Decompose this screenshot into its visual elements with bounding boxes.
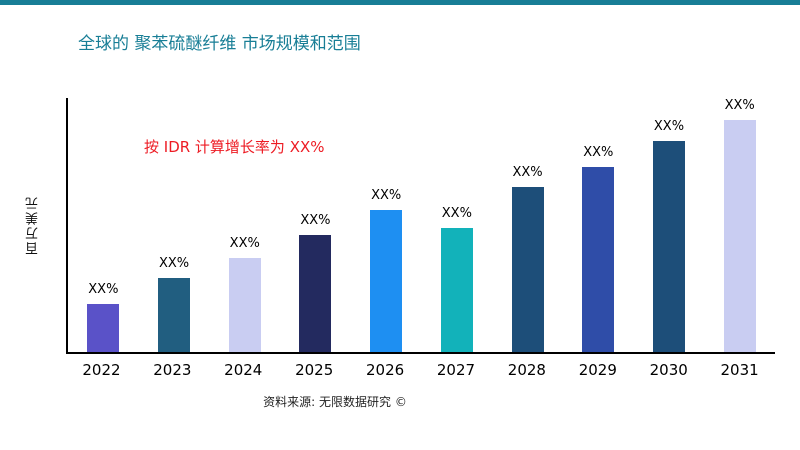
bar-column-2024: XX% [209,98,280,352]
x-tick-label-2031: 2031 [720,361,759,379]
x-tick-label-2027: 2027 [436,361,476,379]
bar-2026 [370,209,403,352]
growth-annotation: 按 IDR 计算增长率为 XX% [144,138,325,156]
bar-2029 [582,166,615,352]
bar-value-label: XX% [724,98,755,113]
bar-column-2022: XX% [68,98,139,352]
source-caption: 资料来源: 无限数据研究 © [263,395,407,409]
x-axis-ticks: 2022 2023 2024 2025 2026 2027 2028 2029 2030 2031 [66,354,775,379]
bar-value-label: XX% [371,187,402,203]
bar-value-label: XX% [653,119,685,135]
chart-region: 百万美元 按 IDR 计算增长率为 XX% XX% XX% XX% XX% XX% XX%… [0,98,800,379]
x-tick-label-2028: 2028 [507,361,546,379]
bar-value-label: XX% [441,205,472,221]
bar-column-2027: XX% [422,98,493,352]
bar-2028 [511,186,544,352]
x-tick-label-2022: 2022 [82,361,121,379]
top-accent-bar [0,0,800,5]
y-axis-label-wrap: 百万美元 [0,98,66,352]
bar-column-2028: XX% [492,98,563,352]
bar-2027 [440,227,473,352]
x-tick-label-2029: 2029 [578,361,617,379]
bar-2024 [228,258,261,352]
plot-wrap: 按 IDR 计算增长率为 XX% XX% XX% XX% XX% XX% XX% XX% XX… [66,98,775,379]
bar-value-label: XX% [583,144,614,160]
bar-column-2023: XX% [139,98,210,352]
bar-value-label: XX% [512,164,543,180]
bar-column-2025: XX% [280,98,351,352]
bar-column-2026: XX% [351,98,422,352]
x-tick-label-2023: 2023 [153,361,192,379]
bar-2023 [158,278,191,352]
bar-value-label: XX% [88,281,119,297]
bar-column-2029: XX% [563,98,634,352]
bar-2030 [652,141,685,352]
bar-2025 [299,235,332,352]
chart-title: 全球的 聚苯硫醚纤维 市场规模和范围 [78,34,361,54]
x-tick-label-2024: 2024 [224,361,263,379]
x-tick-label-2025: 2025 [295,361,334,379]
bar-value-label: XX% [158,256,190,272]
bar-2022 [87,303,120,352]
x-tick-label-2026: 2026 [365,361,405,379]
bar-value-label: XX% [229,236,260,252]
bar-value-label: XX% [300,213,331,229]
y-axis-label: 百万美元 [25,195,41,255]
plot-area: XX% XX% XX% XX% XX% XX% XX% XX% XX% XX% [66,98,775,354]
bar-column-2030: XX% [634,98,705,352]
x-tick-label-2030: 2030 [649,361,688,379]
bar-column-2031: XX% [704,98,775,352]
bar-2031 [723,120,756,352]
